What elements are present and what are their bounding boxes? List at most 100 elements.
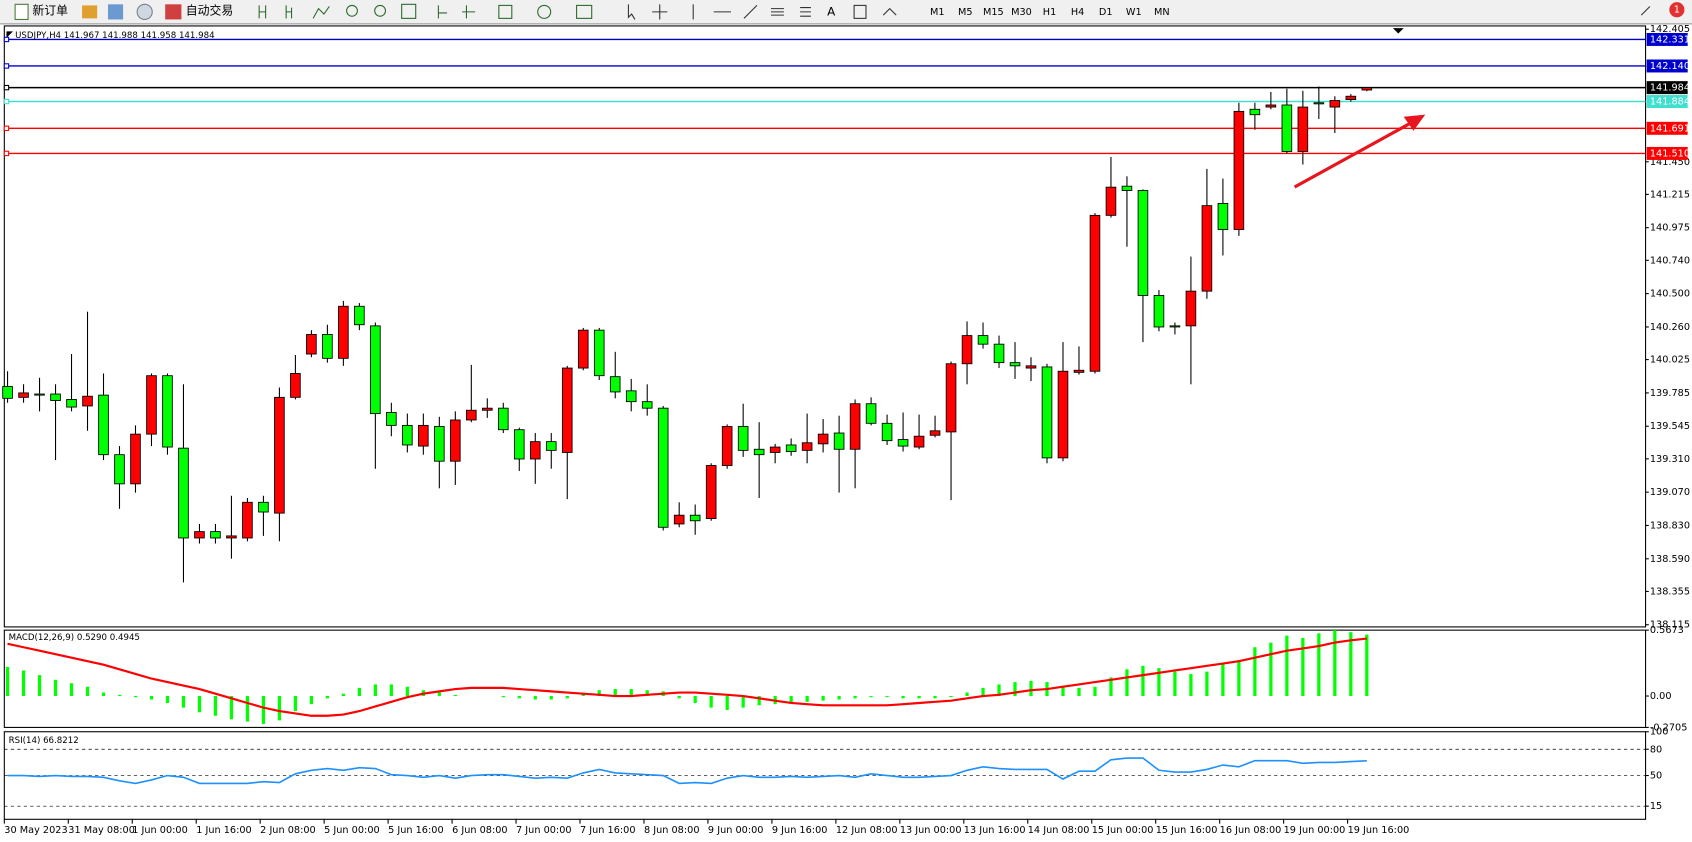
y-tick-label: 15 bbox=[1650, 801, 1662, 812]
candle-body bbox=[705, 465, 717, 519]
macd-bar bbox=[341, 693, 345, 697]
label-tool[interactable] bbox=[853, 4, 867, 19]
candle-body bbox=[593, 329, 605, 377]
timeframe-button[interactable]: M15 bbox=[983, 7, 1004, 18]
cursor-tool[interactable] bbox=[627, 4, 636, 20]
timeframe-button[interactable]: D1 bbox=[1099, 7, 1113, 18]
x-tick-label: 19 Jun 16:00 bbox=[1348, 825, 1410, 836]
timeframe-button[interactable]: M1 bbox=[930, 7, 945, 18]
candle-body bbox=[1009, 362, 1021, 367]
macd-bar bbox=[757, 696, 761, 706]
macd-bar bbox=[325, 696, 330, 699]
y-tick-label: 139.310 bbox=[1650, 454, 1690, 465]
x-tick-label: 7 Jun 16:00 bbox=[580, 825, 636, 836]
candle-body bbox=[897, 439, 909, 447]
timeframe-button[interactable]: MN bbox=[1154, 7, 1170, 18]
macd-bar bbox=[821, 696, 825, 701]
y-tick-label: 140.740 bbox=[1650, 255, 1690, 266]
candle-body bbox=[290, 373, 301, 398]
search-icon[interactable] bbox=[1640, 6, 1651, 16]
candle-body bbox=[322, 334, 333, 359]
chart-window bbox=[0, 24, 1692, 842]
candle-body bbox=[769, 446, 781, 453]
text-tool[interactable]: A bbox=[827, 4, 836, 18]
fibo-tool[interactable] bbox=[770, 8, 784, 16]
macd-bar bbox=[229, 696, 234, 720]
macd-bar bbox=[1301, 637, 1305, 697]
macd-bar bbox=[197, 696, 202, 713]
candle-body bbox=[178, 447, 189, 539]
y-tick-label: 50 bbox=[1650, 771, 1662, 782]
templates-tool[interactable] bbox=[576, 4, 593, 19]
macd-bar bbox=[581, 693, 585, 697]
macd-bar bbox=[1077, 687, 1081, 697]
macd-bar bbox=[629, 689, 633, 697]
macd-bar bbox=[949, 696, 953, 698]
bar-chart-tool[interactable] bbox=[258, 5, 267, 19]
timeframe-bar: M1 M5 M15 M30 H1 H4 D1 W1 MN bbox=[930, 7, 1170, 18]
zoom-in-tool[interactable] bbox=[346, 4, 358, 17]
channel-tool[interactable] bbox=[800, 7, 811, 17]
timeframe-button[interactable]: M30 bbox=[1011, 7, 1032, 18]
x-tick-label: 1 Jun 16:00 bbox=[196, 825, 252, 836]
auto-trading-button[interactable]: 自动交易 bbox=[165, 3, 233, 20]
macd-bar bbox=[1061, 686, 1065, 697]
macd-bar bbox=[53, 679, 58, 697]
y-tick-label: 100 bbox=[1650, 727, 1669, 738]
candle-body bbox=[673, 514, 685, 525]
auto-trading-label: 自动交易 bbox=[186, 3, 233, 17]
timeframe-button[interactable]: M5 bbox=[958, 7, 973, 18]
macd-bar bbox=[5, 666, 10, 697]
candle-body bbox=[306, 334, 317, 355]
tile-tool[interactable] bbox=[401, 3, 417, 19]
timeframe-button[interactable]: W1 bbox=[1126, 7, 1142, 18]
toolbar-icon[interactable] bbox=[107, 4, 124, 20]
candle-body bbox=[913, 435, 925, 448]
toolbar-icon[interactable] bbox=[136, 3, 153, 20]
candle-body bbox=[1025, 365, 1037, 369]
candle-body bbox=[386, 412, 397, 426]
macd-bar bbox=[1205, 671, 1209, 697]
periods-tool[interactable] bbox=[537, 4, 552, 19]
price-level-tag bbox=[1646, 32, 1688, 46]
arrows-tool[interactable] bbox=[882, 7, 897, 16]
timeframe-button[interactable]: H1 bbox=[1043, 7, 1056, 18]
macd-bar bbox=[981, 687, 985, 697]
x-tick-label: 15 Jun 16:00 bbox=[1156, 825, 1218, 836]
scroll-tool[interactable] bbox=[437, 5, 448, 19]
crosshair-tool[interactable] bbox=[652, 4, 668, 20]
candle-body bbox=[1105, 186, 1117, 216]
macd-bar bbox=[37, 675, 42, 697]
candle-chart-tool[interactable] bbox=[285, 5, 293, 19]
line-chart-tool[interactable] bbox=[312, 6, 330, 19]
candle-body bbox=[146, 375, 157, 435]
timeframe-button[interactable]: H4 bbox=[1071, 7, 1084, 18]
macd-bar bbox=[501, 696, 505, 698]
macd-bar bbox=[1189, 673, 1193, 697]
y-tick-label: 138.115 bbox=[1650, 620, 1690, 631]
indicators-tool[interactable] bbox=[498, 4, 513, 19]
candle-body bbox=[625, 390, 637, 403]
macd-bar bbox=[389, 684, 393, 697]
macd-bar bbox=[85, 686, 90, 697]
zoom-out-tool[interactable] bbox=[374, 4, 387, 17]
trendline-tool[interactable] bbox=[743, 5, 758, 19]
x-tick-label: 5 Jun 00:00 bbox=[324, 825, 380, 836]
macd-bar bbox=[1237, 660, 1241, 697]
candle-body bbox=[1265, 104, 1277, 108]
toolbar-icon[interactable] bbox=[82, 5, 98, 19]
y-tick-label: 141.215 bbox=[1650, 189, 1690, 200]
panel-header: MACD(12,26,9) 0.5290 0.4945 bbox=[9, 633, 140, 643]
macd-bar bbox=[1173, 671, 1177, 697]
new-order-button[interactable]: 新订单 bbox=[14, 3, 68, 20]
candle-body bbox=[34, 393, 45, 396]
y-tick-label: 138.590 bbox=[1650, 554, 1690, 565]
candle-body bbox=[1281, 104, 1293, 152]
candle-body bbox=[753, 448, 765, 456]
notification-badge[interactable] bbox=[1669, 2, 1685, 18]
price-level-handle bbox=[3, 125, 10, 132]
shift-tool[interactable] bbox=[462, 5, 476, 19]
price-level-handle bbox=[3, 150, 10, 157]
x-tick-label: 19 Jun 00:00 bbox=[1284, 825, 1346, 836]
